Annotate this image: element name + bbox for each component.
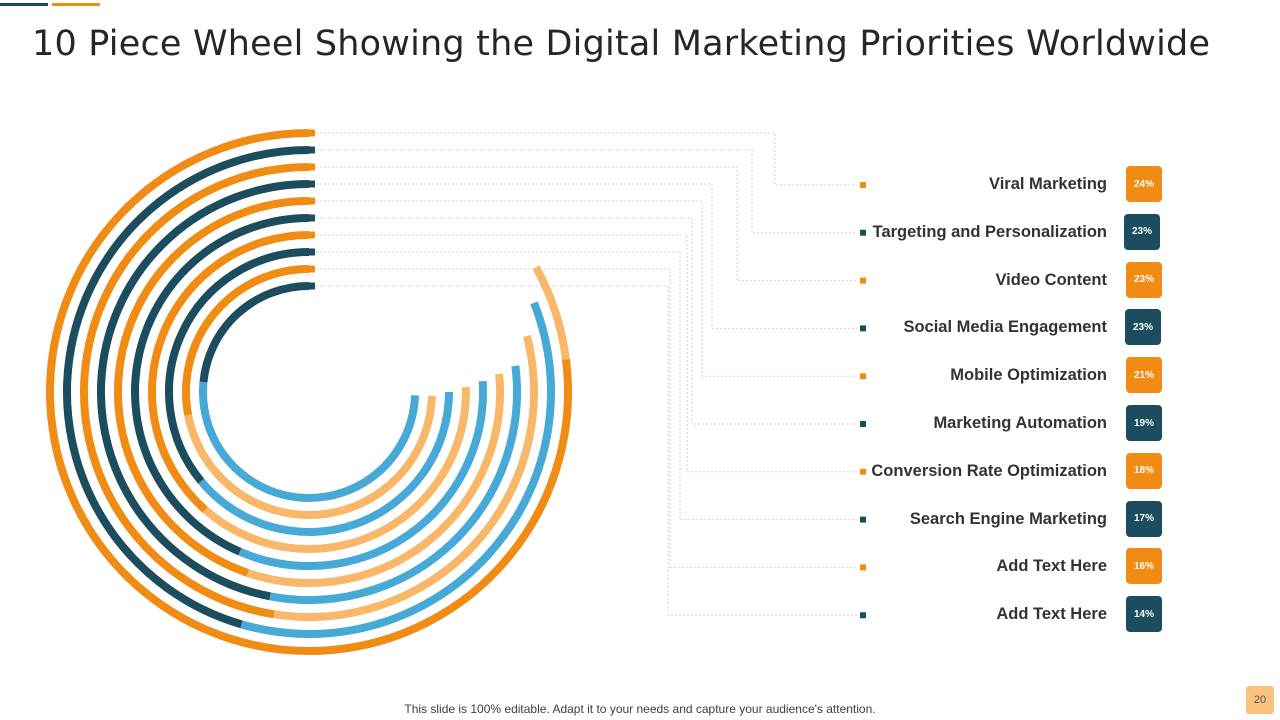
ring-end-marker: [308, 231, 315, 239]
connector-line: [316, 234, 857, 473]
ring-end-marker: [308, 282, 315, 290]
legend-dot: [860, 277, 866, 284]
value-badge: 23%: [1125, 309, 1161, 346]
connector-line: [316, 268, 857, 568]
value-badge: 18%: [1126, 452, 1162, 489]
value-badge: 23%: [1124, 213, 1160, 250]
legend-label: Social Media Engagement: [903, 318, 1107, 337]
ring-arc-dark: [199, 282, 310, 383]
connector-line: [316, 251, 857, 520]
ring-end-marker: [308, 129, 315, 137]
value-badge: 16%: [1126, 548, 1162, 585]
page-number: 20: [1246, 686, 1274, 714]
ring-arc-dark: [182, 265, 310, 416]
value-badge: 23%: [1126, 261, 1162, 298]
ring-arc-light: [198, 391, 453, 536]
ring-arc-dark: [63, 146, 310, 629]
legend-label: Conversion Rate Optimization: [871, 461, 1107, 480]
legend-dot: [860, 182, 866, 188]
ring-arc-dark: [97, 180, 310, 601]
legend-label: Video Content: [995, 270, 1107, 289]
legend-dot: [860, 612, 866, 619]
ring-end-marker: [308, 146, 315, 154]
legend-dot: [860, 325, 866, 332]
value-badge: 24%: [1126, 166, 1162, 202]
legend-dot: [860, 564, 866, 571]
legend-label: Marketing Automation: [933, 414, 1107, 432]
ring-arc-dark: [147, 231, 310, 513]
legend-label: Targeting and Personalization: [872, 222, 1107, 241]
ring-arc-dark: [80, 163, 310, 619]
ring-end-marker: [308, 265, 315, 273]
connector-line: [316, 149, 857, 234]
ring-arc-light: [273, 335, 538, 621]
connector-line: [316, 200, 857, 377]
ring-end-marker: [308, 214, 315, 222]
legend-label: Viral Marketing: [989, 175, 1107, 193]
value-badge: 17%: [1126, 500, 1162, 537]
legend-dot: [860, 468, 866, 475]
accent-bar-teal: [0, 3, 48, 6]
ring-arc-dark: [114, 197, 310, 577]
ring-arc-light: [269, 365, 521, 604]
ring-arc-light: [532, 265, 570, 361]
legend-label: Add Text Here: [996, 557, 1107, 576]
ring-arc-light: [238, 380, 488, 570]
ring-arc-dark: [131, 214, 310, 556]
ring-arc-light: [246, 373, 504, 587]
legend-dot: [860, 373, 866, 380]
legend-label: Mobile Optimization: [950, 366, 1107, 385]
value-badge: 14%: [1126, 596, 1162, 633]
connector-line: [316, 166, 857, 282]
connector-line: [316, 285, 857, 616]
value-badge: 21%: [1126, 357, 1162, 394]
page-title: 10 Piece Wheel Showing the Digital Marke…: [32, 24, 1211, 64]
legend-dot: [860, 516, 866, 523]
ring-end-marker: [308, 163, 315, 171]
legend-label: Search Engine Marketing: [909, 509, 1107, 528]
footer-note: This slide is 100% editable. Adapt it to…: [404, 702, 876, 716]
ring-end-marker: [308, 248, 315, 256]
ring-arc-dark: [165, 248, 310, 484]
connector-line: [316, 217, 857, 425]
connector-line: [316, 183, 857, 329]
connector-line: [316, 132, 857, 186]
accent-bar-orange: [52, 3, 100, 6]
ring-arc-light: [199, 381, 419, 502]
ring-arc-light: [202, 386, 470, 553]
ring-end-marker: [308, 180, 315, 188]
ring-arc-dark: [46, 129, 572, 655]
legend-dot: [860, 421, 866, 427]
value-badge: 19%: [1126, 405, 1162, 441]
ring-arc-light: [184, 395, 436, 519]
ring-arc-light: [240, 301, 556, 638]
legend-dot: [860, 229, 866, 236]
ring-end-marker: [308, 197, 315, 205]
legend-label: Add Text Here: [996, 605, 1107, 624]
